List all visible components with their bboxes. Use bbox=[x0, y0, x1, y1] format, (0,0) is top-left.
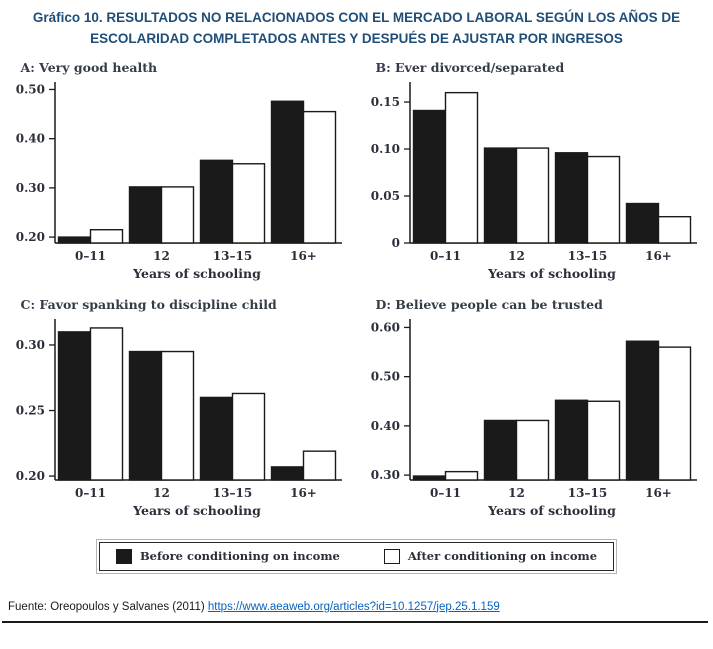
svg-text:12: 12 bbox=[508, 249, 525, 263]
svg-text:0–11: 0–11 bbox=[429, 249, 460, 263]
panel-c-title: C: Favor spanking to discipline child bbox=[20, 296, 277, 312]
panel-b-title: B: Ever divorced/separated bbox=[375, 59, 565, 75]
svg-text:13–15: 13–15 bbox=[212, 486, 251, 500]
svg-text:0.30: 0.30 bbox=[15, 181, 44, 195]
svg-text:12: 12 bbox=[153, 249, 170, 263]
svg-text:Years of schooling: Years of schooling bbox=[487, 266, 616, 281]
svg-text:0.20: 0.20 bbox=[15, 469, 44, 483]
legend-label-after: After conditioning on income bbox=[407, 549, 598, 564]
white-square-swatch-icon bbox=[383, 548, 400, 564]
panel-a-chart: 0.20 0.30 0.40 0.50 0–11 12 13–15 16+ Years of s… bbox=[15, 81, 342, 281]
svg-text:13–15: 13–15 bbox=[567, 486, 606, 500]
source-link[interactable]: https://www.aeaweb.org/articles?id=10.12… bbox=[207, 600, 500, 613]
svg-text:0–11: 0–11 bbox=[429, 486, 460, 500]
chart-grid: A: Very good health 0.20 0.30 0.40 0.50 0–11… bbox=[7, 60, 707, 526]
svg-text:0.25: 0.25 bbox=[15, 403, 44, 417]
panel-d-chart: 0.30 0.40 0.50 0.60 0–11 12 13–15 16+ Years of s… bbox=[370, 318, 697, 518]
svg-text:0.40: 0.40 bbox=[15, 132, 44, 146]
panel-b-ever-divorced: B: Ever divorced/separated 0 0.05 0.10 0.15… bbox=[362, 60, 707, 289]
svg-text:0.60: 0.60 bbox=[370, 320, 399, 334]
legend-label-before: Before conditioning on income bbox=[139, 549, 340, 564]
svg-text:0.40: 0.40 bbox=[370, 419, 399, 433]
legend: Before conditioning on income After cond… bbox=[95, 538, 618, 574]
svg-text:0.20: 0.20 bbox=[15, 230, 44, 244]
svg-text:Years of schooling: Years of schooling bbox=[132, 503, 261, 518]
svg-text:0.15: 0.15 bbox=[370, 95, 399, 109]
panel-a-very-good-health: A: Very good health 0.20 0.30 0.40 0.50 0–11… bbox=[7, 60, 352, 289]
bottom-divider bbox=[2, 620, 708, 623]
svg-text:12: 12 bbox=[153, 486, 170, 500]
legend-item-after: After conditioning on income bbox=[383, 548, 598, 564]
figure-title: Gráfico 10. RESULTADOS NO RELACIONADOS C… bbox=[32, 10, 681, 46]
svg-text:13–15: 13–15 bbox=[212, 249, 251, 263]
svg-text:0.50: 0.50 bbox=[370, 369, 399, 383]
source-note: Fuente: Oreopoulos y Salvanes (2011) htt… bbox=[8, 601, 713, 613]
svg-text:Years of schooling: Years of schooling bbox=[132, 266, 261, 281]
svg-text:16+: 16+ bbox=[645, 249, 672, 263]
svg-text:0–11: 0–11 bbox=[74, 249, 105, 263]
svg-text:0.05: 0.05 bbox=[370, 189, 399, 203]
svg-text:0.30: 0.30 bbox=[15, 338, 44, 352]
panel-c-favor-spanking: C: Favor spanking to discipline child 0.… bbox=[7, 297, 352, 526]
svg-text:16+: 16+ bbox=[290, 249, 317, 263]
panel-a-title: A: Very good health bbox=[20, 59, 158, 75]
svg-text:16+: 16+ bbox=[645, 486, 672, 500]
svg-text:16+: 16+ bbox=[290, 486, 317, 500]
svg-text:0.50: 0.50 bbox=[15, 82, 44, 96]
panel-d-believe-trusted: D: Believe people can be trusted 0.30 0.4… bbox=[362, 297, 707, 526]
svg-text:Years of schooling: Years of schooling bbox=[487, 503, 616, 518]
svg-text:13–15: 13–15 bbox=[567, 249, 606, 263]
svg-text:0.30: 0.30 bbox=[370, 468, 399, 482]
svg-text:0: 0 bbox=[391, 236, 399, 250]
source-text: Fuente: Oreopoulos y Salvanes (2011) bbox=[8, 600, 205, 613]
svg-text:0.10: 0.10 bbox=[370, 142, 399, 156]
panel-b-chart: 0 0.05 0.10 0.15 0–11 12 13–15 16+ Years of scho… bbox=[370, 81, 697, 281]
svg-text:0–11: 0–11 bbox=[74, 486, 105, 500]
black-square-swatch-icon bbox=[115, 548, 132, 564]
panel-d-title: D: Believe people can be trusted bbox=[375, 296, 603, 312]
svg-text:12: 12 bbox=[508, 486, 525, 500]
panel-c-chart: 0.20 0.25 0.30 0–11 12 13–15 16+ Years of schoo… bbox=[15, 318, 342, 518]
legend-item-before: Before conditioning on income bbox=[115, 548, 340, 564]
